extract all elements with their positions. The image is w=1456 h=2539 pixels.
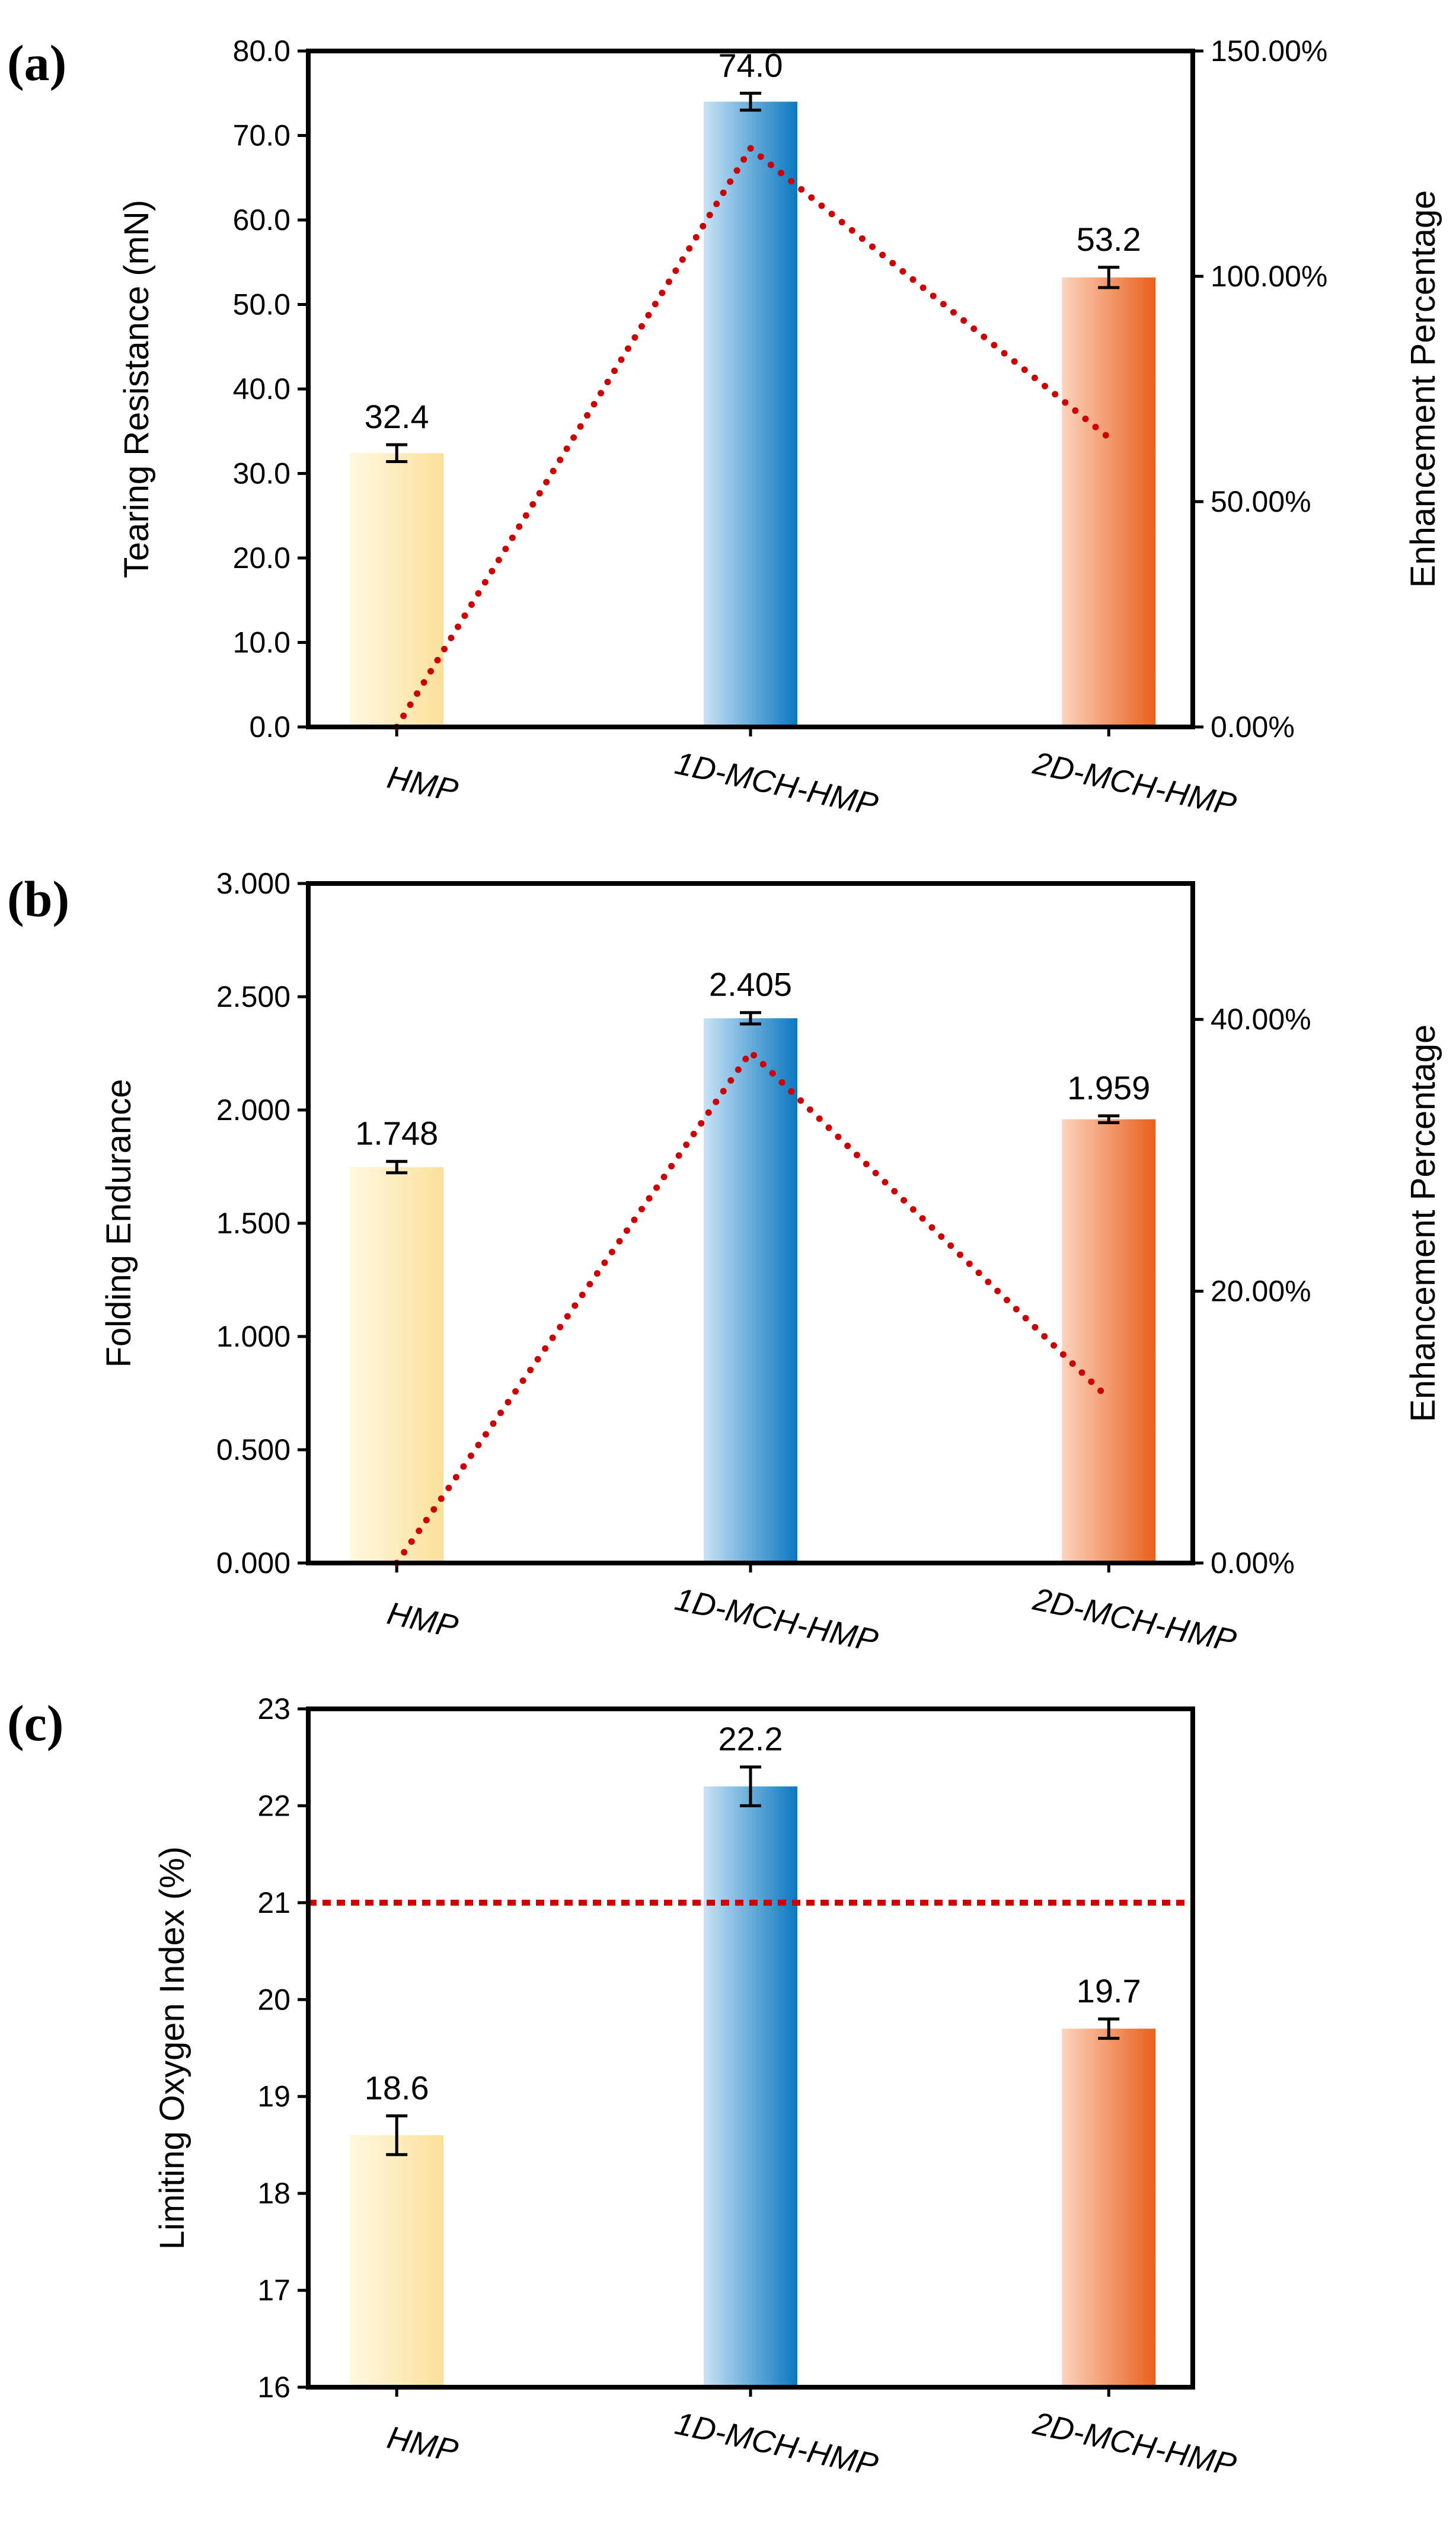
data-label-1d-mch-hmp: 22.2 [719, 1720, 783, 1757]
y2-tick-label: 40.00% [1211, 1003, 1311, 1036]
enhancement-trend-line [393, 1048, 1112, 1567]
y-tick-label: 10.0 [233, 626, 290, 659]
y-tick-label: 0.500 [216, 1433, 290, 1466]
chart-panel-2: (b) 0.000 0.500 1.000 1.500 2.000 2.500 3.000 0.… [7, 867, 1442, 1659]
panel-letter: (c) [7, 1695, 63, 1752]
y-tick-label: 70.0 [233, 119, 290, 152]
y-tick-label: 23 [257, 1692, 290, 1725]
y-tick-label: 30.0 [233, 457, 290, 490]
y2-axis-title: Enhancement Percentage [1404, 190, 1442, 588]
data-label-hmp: 1.748 [355, 1115, 438, 1152]
y2-axis-title: Enhancement Percentage [1404, 1025, 1442, 1422]
data-label-1d-mch-hmp: 2.405 [709, 966, 792, 1003]
y-axis-title: Folding Endurance [100, 1079, 138, 1368]
y-tick-label: 17 [257, 2274, 290, 2307]
y-tick-label: 80.0 [233, 34, 290, 68]
y-tick-label: 0.000 [216, 1546, 290, 1580]
y2-tick-label: 0.00% [1211, 1546, 1295, 1580]
data-label-hmp: 32.4 [365, 398, 429, 435]
y2-tick-label: 50.00% [1211, 485, 1311, 518]
y2-tick-label: 150.00% [1211, 34, 1327, 68]
y-tick-label: 20.0 [233, 541, 290, 575]
chart-panel-1: (a) 0.0 10.0 20.0 30.0 40.0 50.0 60.0 70.0 80.0 0.… [7, 34, 1442, 823]
bar-hmp [350, 1167, 444, 1563]
error-bar-2d-mch-hmp [1098, 266, 1120, 289]
bar-hmp [350, 453, 444, 727]
y-tick-label: 21 [257, 1886, 290, 1919]
category-label-2d-mch-hmp: 2D-MCH-HMP [1030, 2406, 1240, 2483]
y-tick-label: 3.000 [216, 867, 290, 900]
y-tick-label: 0.0 [249, 710, 290, 744]
y-tick-label: 40.0 [233, 372, 290, 406]
y-tick-label: 18 [257, 2177, 290, 2210]
error-bar-hmp [386, 1160, 408, 1175]
plot-frame [306, 1707, 1195, 2390]
bar-1d-mch-hmp [704, 1786, 797, 2387]
plot-frame [306, 49, 1195, 729]
bar-hmp [350, 2135, 444, 2387]
error-bar-1d-mch-hmp [740, 91, 761, 112]
error-bar-1d-mch-hmp [740, 1765, 761, 1807]
category-label-1d-mch-hmp: 1D-MCH-HMP [672, 1581, 881, 1659]
category-label-2d-mch-hmp: 2D-MCH-HMP [1030, 1581, 1240, 1659]
y2-tick-label: 100.00% [1211, 260, 1327, 293]
y-tick-label: 19 [257, 2080, 290, 2113]
y-tick-label: 16 [257, 2371, 290, 2404]
y-tick-label: 1.000 [216, 1320, 290, 1353]
category-label-hmp: HMP [384, 1596, 461, 1645]
bar-2d-mch-hmp [1062, 1119, 1156, 1563]
category-label-hmp: HMP [384, 760, 461, 809]
bar-2d-mch-hmp [1062, 2028, 1156, 2387]
y-tick-label: 2.500 [216, 980, 290, 1013]
category-label-hmp: HMP [384, 2420, 461, 2470]
error-bar-2d-mch-hmp [1098, 2017, 1120, 2040]
y2-tick-label: 0.00% [1211, 710, 1295, 744]
panel-letter: (b) [7, 870, 69, 927]
chart-panel-3: (c) 16 17 18 19 20 21 22 23 Limiting Oxygen Index… [7, 1692, 1239, 2483]
bar-2d-mch-hmp [1062, 277, 1156, 727]
plot-frame [306, 881, 1195, 1565]
error-bar-hmp [386, 443, 408, 464]
data-label-2d-mch-hmp: 1.959 [1067, 1069, 1150, 1106]
y2-tick-label: 20.00% [1211, 1275, 1311, 1308]
y-axis-title: Limiting Oxygen Index (%) [153, 1846, 191, 2250]
y-axis-title: Tearing Resistance (mN) [117, 200, 156, 578]
error-bar-hmp [386, 2114, 408, 2157]
data-label-hmp: 18.6 [365, 2069, 429, 2106]
category-label-2d-mch-hmp: 2D-MCH-HMP [1030, 745, 1240, 823]
y-tick-label: 2.000 [216, 1093, 290, 1127]
error-bar-1d-mch-hmp [740, 1011, 761, 1026]
y-tick-label: 50.0 [233, 288, 290, 321]
bar-1d-mch-hmp [704, 1018, 797, 1563]
y-tick-label: 22 [257, 1789, 290, 1822]
y-tick-label: 60.0 [233, 203, 290, 237]
data-label-2d-mch-hmp: 53.2 [1077, 221, 1141, 258]
y-tick-label: 1.500 [216, 1207, 290, 1240]
category-label-1d-mch-hmp: 1D-MCH-HMP [672, 745, 881, 823]
y-tick-label: 20 [257, 1983, 290, 2016]
data-label-2d-mch-hmp: 19.7 [1077, 1972, 1141, 2009]
enhancement-trend-line [393, 145, 1112, 731]
category-label-1d-mch-hmp: 1D-MCH-HMP [672, 2406, 881, 2483]
panel-letter: (a) [7, 34, 66, 91]
error-bar-2d-mch-hmp [1098, 1114, 1120, 1124]
bar-1d-mch-hmp [704, 101, 797, 727]
